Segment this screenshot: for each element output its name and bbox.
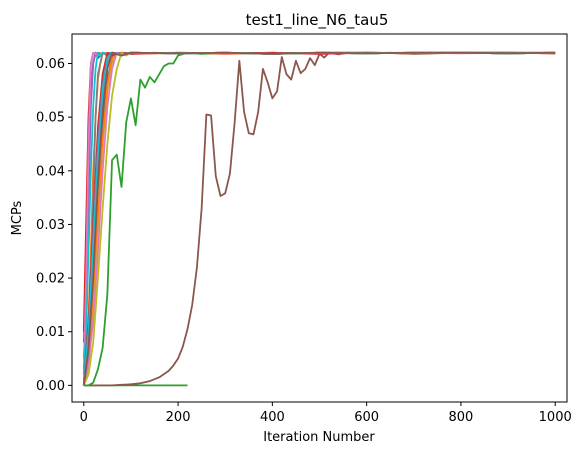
x-axis-label: Iteration Number xyxy=(263,430,375,445)
y-tick-label: 0.00 xyxy=(36,379,65,394)
chart-title: test1_line_N6_tau5 xyxy=(246,11,389,30)
y-axis-label: MCPs xyxy=(10,200,25,235)
y-tick-label: 0.04 xyxy=(36,164,65,179)
y-axis-ticks: 0.00 0.01 0.02 0.03 0.04 0.05 0.06 xyxy=(36,57,72,394)
x-tick-label: 200 xyxy=(166,410,191,425)
y-tick-label: 0.06 xyxy=(36,57,65,72)
y-tick-label: 0.03 xyxy=(36,218,65,233)
x-axis-ticks: 0 200 400 600 800 1000 xyxy=(80,402,572,425)
series-line-6 xyxy=(83,51,556,387)
y-tick-label: 0.01 xyxy=(36,325,65,340)
plot-area: 0 200 400 600 800 1000 0.000.010.020.030.040.… xyxy=(36,33,572,425)
x-tick-label: 0 xyxy=(80,410,88,425)
x-tick-label: 1000 xyxy=(539,410,572,425)
y-tick-label: 0.02 xyxy=(36,272,65,287)
x-tick-label: 600 xyxy=(354,410,379,425)
series-line-20 xyxy=(82,51,556,386)
series-lines xyxy=(82,51,556,387)
y-tick-label: 0.05 xyxy=(36,111,65,126)
x-tick-label: 800 xyxy=(449,410,474,425)
axes-frame xyxy=(71,33,568,403)
x-tick-label: 400 xyxy=(260,410,285,425)
